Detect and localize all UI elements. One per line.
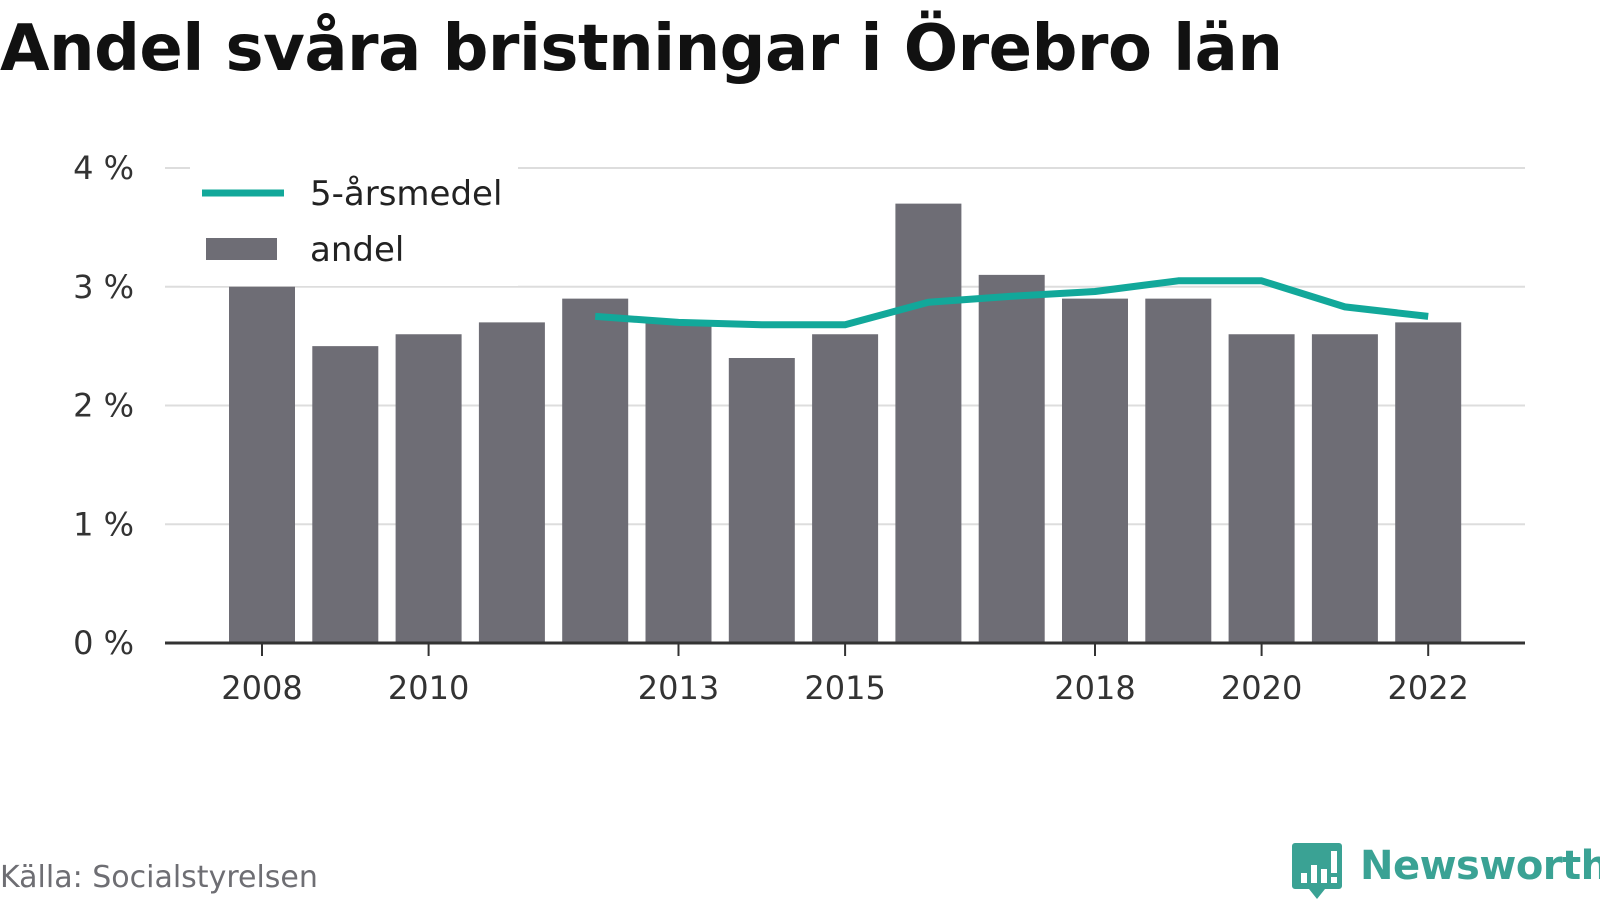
bar	[478, 322, 545, 643]
bar	[562, 298, 629, 643]
legend-bar-swatch	[206, 238, 277, 260]
y-tick-label: 4 %	[73, 149, 134, 187]
chart-title: Andel svåra bristningar i Örebro län	[0, 12, 1283, 86]
chart-area: 0 % 1 % 2 % 3 % 4 % 2008 2010 2013 2015 2018 2020…	[73, 149, 1525, 707]
newsworthy-logo: Newsworthy	[1292, 843, 1600, 899]
y-tick-label: 0 %	[73, 624, 134, 662]
x-axis-labels: 2008 2010 2013 2015 2018 2020 2022	[221, 669, 1469, 707]
x-tick-label: 2020	[1221, 669, 1302, 707]
x-tick-label: 2018	[1054, 669, 1135, 707]
x-tick-label: 2022	[1387, 669, 1468, 707]
legend-label-line: 5-årsmedel	[310, 174, 502, 214]
x-tick-label: 2008	[221, 669, 302, 707]
y-tick-label: 2 %	[73, 387, 134, 425]
series-line	[594, 277, 1429, 329]
logo-text: Newsworthy	[1360, 843, 1600, 889]
x-tick-label: 2010	[388, 669, 469, 707]
newsworthy-logo-icon	[1292, 843, 1342, 899]
y-axis-labels: 0 % 1 % 2 % 3 % 4 %	[73, 149, 134, 662]
bar	[229, 286, 295, 643]
bar	[978, 274, 1045, 643]
bar	[1395, 322, 1462, 643]
bar	[1311, 334, 1378, 643]
bar	[728, 358, 795, 643]
legend-label-bar: andel	[310, 230, 404, 270]
source-note: Källa: Socialstyrelsen	[0, 860, 318, 895]
x-axis	[165, 641, 1525, 656]
x-tick-label: 2015	[804, 669, 885, 707]
bar-series	[229, 203, 1462, 643]
legend-background	[190, 166, 518, 286]
y-tick-label: 1 %	[73, 505, 134, 543]
x-tick-label: 2013	[638, 669, 719, 707]
bar	[395, 334, 462, 643]
bar	[895, 203, 962, 643]
bar	[1228, 334, 1295, 643]
bar	[1062, 298, 1128, 643]
y-tick-label: 3 %	[73, 268, 134, 306]
bar	[312, 346, 379, 643]
line-series	[594, 277, 1429, 329]
bar	[1145, 298, 1212, 643]
legend: 5-årsmedel andel	[190, 166, 518, 286]
bar	[645, 322, 712, 643]
bar	[812, 334, 879, 643]
